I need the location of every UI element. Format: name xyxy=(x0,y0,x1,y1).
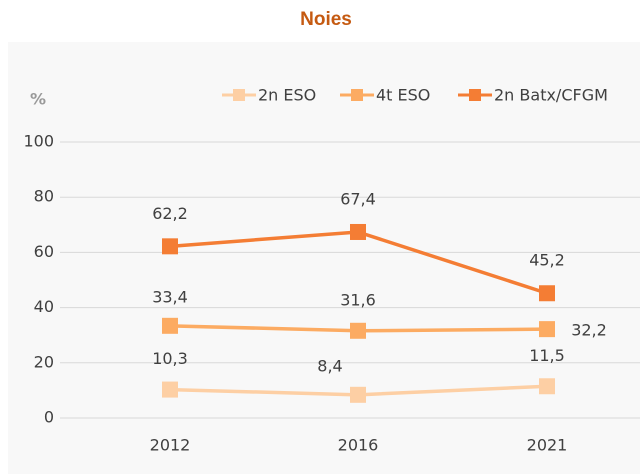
point-marker xyxy=(539,378,555,395)
point-marker xyxy=(162,238,178,255)
y-tick-label: 40 xyxy=(34,297,54,316)
point-marker xyxy=(350,223,366,240)
legend-label: 2n ESO xyxy=(258,86,316,105)
y-tick-label: 100 xyxy=(23,132,54,151)
data-label: 45,2 xyxy=(529,251,565,270)
plot-background xyxy=(8,42,640,474)
y-axis-label: % xyxy=(30,90,46,109)
data-label: 67,4 xyxy=(340,189,376,208)
y-tick-label: 80 xyxy=(34,187,54,206)
legend-marker xyxy=(351,89,363,101)
data-label: 32,2 xyxy=(571,321,607,340)
chart-title: Noies xyxy=(300,9,352,30)
point-marker xyxy=(539,321,555,338)
data-label: 31,6 xyxy=(340,290,376,309)
legend-marker xyxy=(469,89,481,101)
data-label: 11,5 xyxy=(529,346,565,365)
point-marker xyxy=(539,285,555,302)
data-label: 33,4 xyxy=(152,287,188,306)
point-marker xyxy=(350,322,366,339)
legend-marker xyxy=(233,89,245,101)
data-label: 10,3 xyxy=(152,349,188,368)
data-label: 62,2 xyxy=(152,204,188,223)
x-tick-label: 2021 xyxy=(527,436,568,455)
legend-label: 4t ESO xyxy=(376,86,430,105)
point-marker xyxy=(162,381,178,398)
y-tick-label: 0 xyxy=(44,408,54,427)
y-tick-label: 20 xyxy=(34,352,54,371)
point-marker xyxy=(162,317,178,334)
point-marker xyxy=(350,386,366,403)
x-tick-label: 2012 xyxy=(150,436,191,455)
y-tick-label: 60 xyxy=(34,242,54,261)
data-label: 8,4 xyxy=(317,356,342,375)
legend-label: 2n Batx/CFGM xyxy=(494,86,608,105)
x-tick-label: 2016 xyxy=(338,436,379,455)
